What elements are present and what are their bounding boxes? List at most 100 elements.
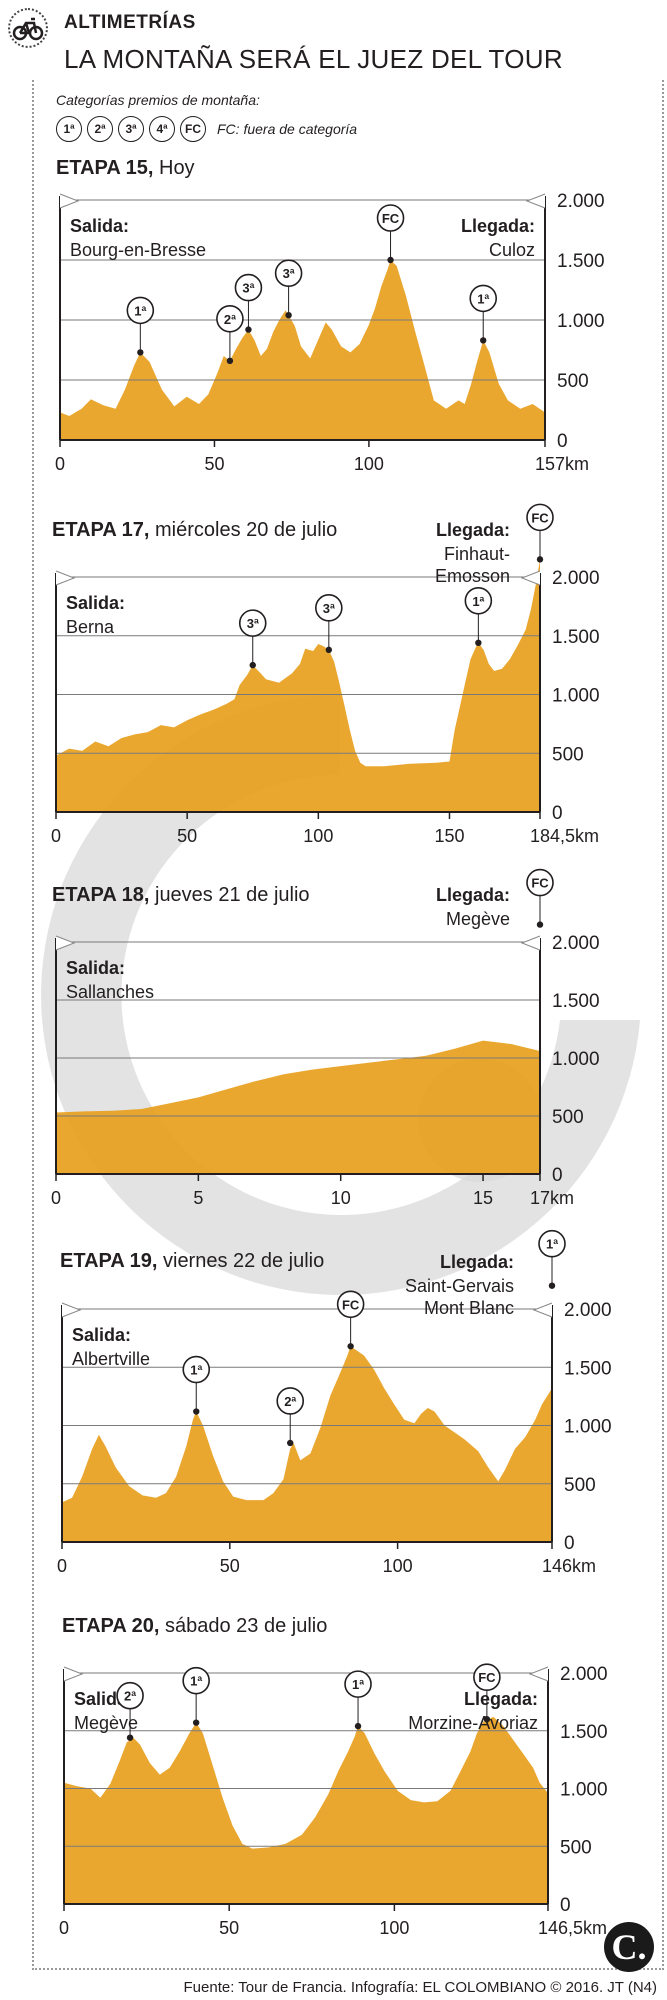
end-place: Mont Blanc (424, 1298, 514, 1318)
y-tick-label: 1.000 (557, 311, 605, 332)
stage-title-date: miércoles 20 de julio (149, 519, 337, 541)
end-place: Megève (446, 909, 510, 929)
y-tick-label: 1.500 (552, 991, 600, 1012)
start-label: Salida: (70, 216, 129, 236)
legend-badge-4: 4ª (149, 116, 175, 142)
elevation-area (56, 1040, 540, 1174)
climb-badge (464, 587, 493, 615)
climb-point (285, 312, 292, 319)
end-label: Llegada: (436, 885, 510, 905)
stage-title-date: viernes 22 de julio (157, 1250, 324, 1272)
x-tick-label: 50 (220, 1556, 240, 1576)
x-tick-label: 0 (59, 1918, 69, 1938)
y-tick-label: 1.000 (552, 1049, 600, 1070)
x-tick-label: 100 (303, 826, 333, 846)
climb-badge (182, 1666, 210, 1695)
climb-point (193, 1408, 200, 1415)
climb-category: FC (531, 510, 549, 525)
climb-badge (526, 503, 554, 532)
y-tick-label: 0 (557, 431, 568, 452)
content-frame (32, 80, 664, 1970)
climb-point (249, 661, 256, 669)
climb-category: 2ª (124, 1689, 136, 1704)
x-tick-label: 150 (434, 826, 464, 846)
legend-note: FC: fuera de categoría (217, 121, 358, 137)
legend-badge-3: 3ª (118, 116, 144, 142)
elevation-area (56, 559, 540, 812)
y-tick-label: 1.500 (552, 627, 600, 648)
finish-flag-icon (520, 935, 541, 951)
legend-caption: Categorías premios de montaña: (56, 92, 260, 108)
climb-badge (126, 296, 155, 325)
x-tick-label: 157km (535, 454, 589, 474)
climb-category: 1ª (190, 1363, 202, 1378)
finish-flag-icon (525, 193, 546, 209)
source-footer: Fuente: Tour de Francia. Infografía: EL … (183, 1979, 657, 1996)
stage-title-bold: ETAPA 17, (52, 519, 149, 541)
x-tick-label: 50 (219, 1918, 239, 1938)
climb-badge (216, 305, 244, 333)
x-tick-label: 5 (193, 1188, 203, 1208)
finish-flag-icon (528, 1666, 549, 1682)
climb-category: 1ª (546, 1237, 558, 1252)
x-tick-label: 0 (57, 1556, 67, 1576)
climb-badge (344, 1670, 372, 1698)
y-tick-label: 0 (560, 1895, 571, 1916)
header-kicker: ALTIMETRÍAS (64, 12, 196, 33)
climb-badge (376, 204, 405, 232)
start-label: Salida: (66, 593, 125, 613)
y-tick-label: 0 (564, 1533, 575, 1554)
climb-badge (336, 1290, 365, 1319)
x-tick-label: 184,5km (530, 826, 599, 846)
x-tick-label: 146,5km (538, 1918, 607, 1938)
finish-flag-icon (520, 570, 541, 586)
end-place: Saint-Gervais (405, 1276, 514, 1296)
climb-point (536, 556, 544, 563)
x-tick-label: 0 (51, 1188, 61, 1208)
climb-badge (315, 594, 343, 622)
y-tick-label: 2.000 (552, 933, 600, 954)
y-tick-label: 500 (552, 1107, 584, 1128)
x-tick-label: 17km (530, 1188, 574, 1208)
climb-category: 1ª (472, 594, 484, 609)
start-place: Sallanches (66, 982, 154, 1002)
y-tick-label: 0 (552, 803, 563, 824)
climb-point (137, 349, 144, 356)
start-label: Salida: (72, 1325, 131, 1345)
stage-title: ETAPA 20, sábado 23 de julio (62, 1615, 327, 1637)
climb-category: 2ª (224, 312, 236, 327)
climb-badge (276, 1387, 305, 1415)
stage-title: ETAPA 17, miércoles 20 de julio (52, 519, 337, 541)
legend-badge-fc: FC (180, 116, 206, 142)
y-tick-label: 500 (557, 371, 589, 392)
climb-point (126, 1734, 134, 1741)
start-flag-icon (63, 1666, 84, 1682)
y-tick-label: 1.500 (560, 1722, 608, 1743)
legend-badge-2: 2ª (87, 116, 113, 142)
y-tick-label: 1.500 (564, 1358, 612, 1379)
climb-point (387, 256, 394, 264)
climb-point (354, 1722, 362, 1730)
stage-title-date: sábado 23 de julio (159, 1615, 327, 1637)
end-place: Finhaut- (444, 544, 510, 564)
climb-category: 1ª (190, 1674, 202, 1689)
climb-point (226, 357, 234, 364)
elevation-area (62, 1346, 552, 1542)
climb-badge (473, 1663, 501, 1691)
start-place: Berna (66, 617, 115, 637)
bicycle-icon (12, 17, 44, 41)
y-tick-label: 2.000 (560, 1664, 608, 1685)
climb-point (480, 337, 487, 344)
elevation-area (64, 1716, 548, 1904)
y-tick-label: 2.000 (557, 191, 605, 212)
x-tick-label: 146km (542, 1556, 596, 1576)
climb-category: 3ª (283, 266, 295, 281)
climb-point (548, 1282, 556, 1289)
start-flag-icon (55, 570, 76, 586)
y-tick-label: 2.000 (552, 568, 600, 589)
x-tick-label: 100 (354, 454, 384, 474)
end-label: Llegada: (461, 216, 535, 236)
stage-title: ETAPA 19, viernes 22 de julio (60, 1250, 324, 1272)
climb-badge (234, 273, 263, 302)
